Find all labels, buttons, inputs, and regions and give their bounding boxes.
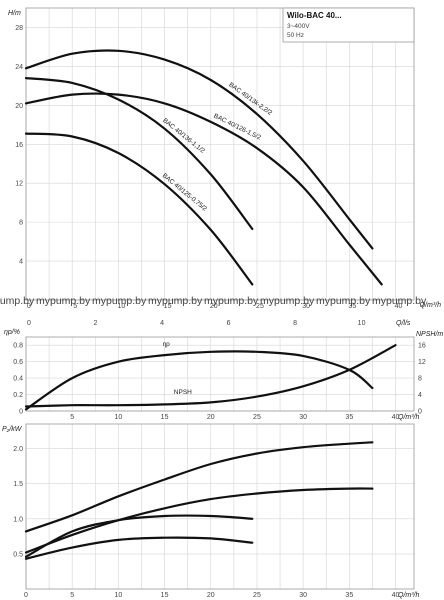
- curve-label: BAC 40/125-0,75/2: [161, 172, 209, 213]
- watermark-text: mypump.by: [316, 295, 371, 307]
- x-tick-label: 15: [161, 592, 169, 599]
- x2-tick-label: 0: [27, 320, 31, 327]
- npsh-curve: [24, 344, 397, 408]
- curve-label: BAC 40/136-1,1/2: [161, 117, 206, 155]
- y-tick-label: 24: [15, 64, 23, 71]
- legend-box: [282, 7, 415, 43]
- legend-frequency: 50 Hz: [287, 32, 304, 39]
- y-tick-label: 0.2: [13, 392, 23, 399]
- x-tick-label: 40: [392, 414, 400, 421]
- x-tick-label: 40: [395, 303, 403, 310]
- plot-frame-0: [25, 7, 415, 301]
- x-tick-label: 30: [299, 414, 307, 421]
- watermark-text: mypump.by: [36, 295, 91, 307]
- x-tick-label: 15: [161, 414, 169, 421]
- power-curve: [24, 441, 374, 533]
- x-tick-label: 35: [345, 414, 353, 421]
- plot-frame-2: [25, 423, 415, 590]
- power-curve: [24, 536, 254, 560]
- x2-tick-label: 4: [160, 320, 164, 327]
- x-tick-label: 10: [114, 592, 122, 599]
- y-tick-label: 1.0: [13, 516, 23, 523]
- watermark-text: mypump.by: [204, 295, 259, 307]
- x2-tick-label: 6: [227, 320, 231, 327]
- x-tick-label: 10: [114, 414, 122, 421]
- y-right-tick-label: 12: [418, 359, 426, 366]
- y-tick-label: 8: [19, 220, 23, 227]
- power-curve: [24, 487, 374, 554]
- y-right-tick-label: 0: [418, 409, 422, 416]
- x-tick-label: 20: [207, 414, 215, 421]
- x-tick-label: 20: [210, 303, 218, 310]
- y-axis-label: ηp/%: [4, 329, 20, 336]
- y-right-tick-label: 8: [418, 376, 422, 383]
- watermark-text: mypump.by: [148, 295, 203, 307]
- x-tick-label: 30: [299, 592, 307, 599]
- plot-frame-1: [25, 336, 415, 412]
- y-right-tick-label: 16: [418, 343, 426, 350]
- head-curve: [24, 92, 383, 286]
- x2-tick-label: 8: [293, 320, 297, 327]
- y-right-tick-label: 4: [418, 392, 422, 399]
- x-tick-label: 0: [27, 303, 31, 310]
- x-axis-label: Q/m³/h: [398, 592, 419, 599]
- x-tick-label: 25: [256, 303, 264, 310]
- y-tick-label: 12: [15, 181, 23, 188]
- y-right-axis-label: NPSH/m: [416, 331, 443, 338]
- watermark-text: mypump.by: [260, 295, 315, 307]
- x-tick-label: 5: [70, 592, 74, 599]
- x-tick-label: 20: [207, 592, 215, 599]
- x-tick-label: 35: [348, 303, 356, 310]
- y-tick-label: 0: [19, 409, 23, 416]
- x-tick-label: 0: [24, 592, 28, 599]
- x-tick-label: 5: [73, 303, 77, 310]
- head-curve: [24, 49, 374, 250]
- x-tick-label: 25: [253, 592, 261, 599]
- efficiency-curve: [24, 350, 374, 411]
- y-tick-label: 1.5: [13, 481, 23, 488]
- y-tick-label: 4: [19, 259, 23, 266]
- x-tick-label: 35: [345, 592, 353, 599]
- y-tick-label: 0.8: [13, 343, 23, 350]
- y-tick-label: 0.4: [13, 376, 23, 383]
- legend-title: Wilo-BAC 40...: [287, 11, 342, 20]
- x2-tick-label: 10: [358, 320, 366, 327]
- x2-tick-label: 2: [94, 320, 98, 327]
- y-tick-label: 28: [15, 25, 23, 32]
- x-tick-label: 40: [392, 592, 400, 599]
- y-tick-label: 2.0: [13, 446, 23, 453]
- x-tick-label: 15: [164, 303, 172, 310]
- x-axis-label: Q/m³/h: [398, 414, 419, 421]
- x-tick-label: 5: [70, 414, 74, 421]
- efficiency-curve-label: ηp: [163, 341, 171, 348]
- legend-voltage: 3~400V: [287, 23, 310, 30]
- y-tick-label: 0.6: [13, 359, 23, 366]
- watermark-text: mypump.by: [92, 295, 147, 307]
- y-tick-label: 20: [15, 103, 23, 110]
- y-axis-label: H/m: [8, 10, 21, 17]
- head-curve: [24, 132, 254, 286]
- x-tick-label: 10: [117, 303, 125, 310]
- watermark-text: mypump.by: [0, 295, 35, 307]
- x-tick-label: 30: [302, 303, 310, 310]
- y-tick-label: 16: [15, 142, 23, 149]
- x-tick-label: 25: [253, 414, 261, 421]
- head-curve: [24, 77, 254, 230]
- power-curve: [24, 514, 254, 558]
- y-tick-label: 0.5: [13, 551, 23, 558]
- curve-label: BAC 40/13k-2,2/2: [227, 81, 273, 117]
- y-axis-label: P₂/kW: [2, 426, 23, 433]
- watermark-text: mypump.by: [372, 295, 427, 307]
- x2-axis-label: Q/l/s: [396, 320, 411, 327]
- npsh-curve-label: NPSH: [174, 389, 192, 396]
- x-axis-label: Q/m³/h: [420, 302, 441, 309]
